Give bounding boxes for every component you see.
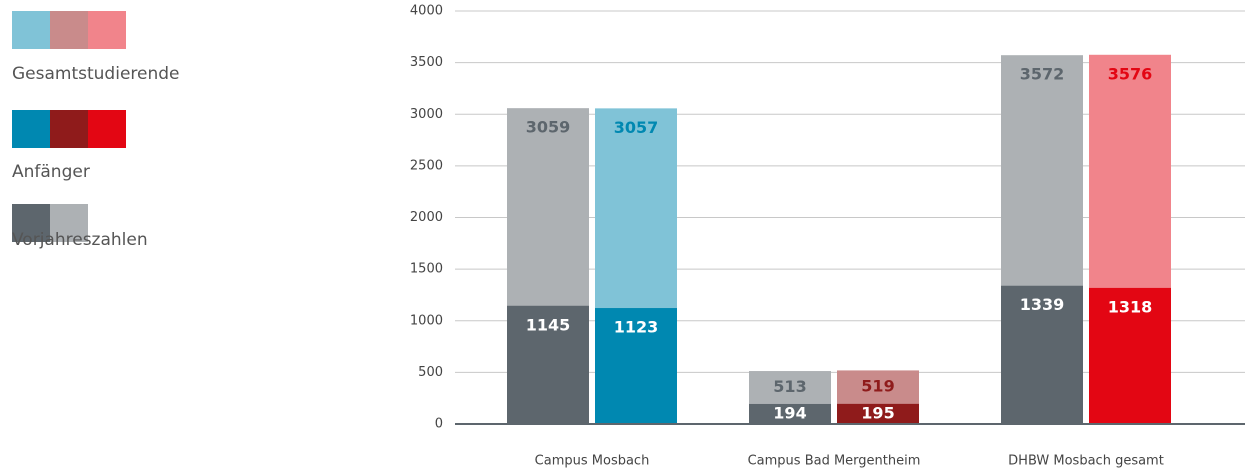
y-tick-label: 500: [418, 365, 443, 380]
y-tick-label: 0: [435, 417, 443, 432]
legend-swatch: [50, 11, 88, 49]
bar-beginners: [1089, 287, 1171, 424]
legend-swatch: [12, 204, 50, 242]
y-tick-label: 2000: [410, 210, 443, 225]
y-tick-label: 4000: [410, 4, 443, 19]
y-tick-label: 2500: [410, 158, 443, 173]
bar-beginners: [1001, 285, 1083, 424]
legend-swatch: [12, 11, 50, 49]
legend-swatch: [50, 110, 88, 148]
legend-swatch: [50, 204, 88, 242]
legend-swatch: [88, 11, 126, 49]
bar-beginners: [507, 305, 589, 424]
value-label: 1145: [526, 315, 571, 334]
value-label: 3576: [1108, 64, 1153, 83]
x-tick-label: DHBW Mosbach gesamt: [1008, 454, 1164, 469]
y-tick-label: 3500: [410, 55, 443, 70]
y-tick-label: 1000: [410, 313, 443, 328]
value-label: 3059: [526, 118, 571, 137]
value-label: 194: [773, 403, 806, 422]
legend-label: Vorjahreszahlen: [12, 230, 148, 250]
value-label: 1123: [614, 318, 659, 337]
x-tick-label: Campus Bad Mergentheim: [748, 454, 921, 469]
value-label: 513: [773, 377, 806, 396]
bar-beginners: [749, 403, 831, 424]
y-tick-label: 1500: [410, 262, 443, 277]
bar-beginners: [837, 403, 919, 424]
value-label: 1339: [1020, 295, 1065, 314]
legend-label: Gesamtstudierende: [12, 64, 180, 84]
value-label: 519: [861, 377, 894, 396]
legend-label: Anfänger: [12, 162, 90, 182]
bar-beginners: [595, 308, 677, 424]
value-label: 1318: [1108, 297, 1153, 316]
legend-swatch: [88, 110, 126, 148]
x-tick-label: Campus Mosbach: [535, 454, 650, 469]
legend-swatch: [12, 110, 50, 148]
value-label: 3572: [1020, 65, 1065, 84]
value-label: 195: [861, 403, 894, 422]
y-tick-label: 3000: [410, 107, 443, 122]
value-label: 3057: [614, 118, 659, 137]
